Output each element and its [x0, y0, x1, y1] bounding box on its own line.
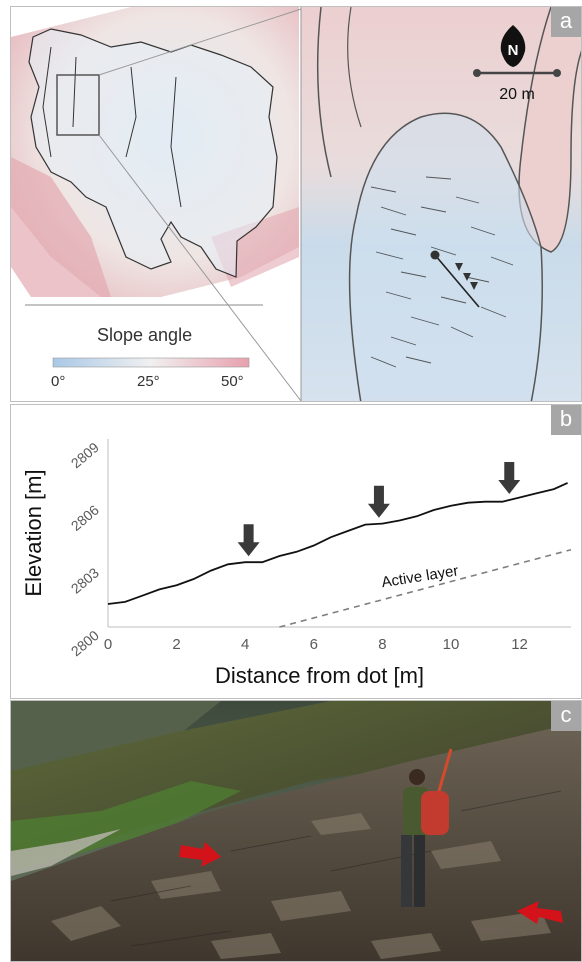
scale-label: 20 m — [499, 86, 535, 103]
slope-legend-title: Slope angle — [97, 325, 193, 345]
overview-map — [11, 7, 302, 401]
scale-bar: 20 m — [473, 69, 561, 103]
panel-c-tag: c — [551, 701, 581, 731]
panel-b-tag: b — [551, 405, 581, 435]
y-tick-label: 2803 — [68, 564, 102, 596]
panel-b: 0 2 4 6 8 10 12 2800 2803 2806 2809 Distance from d… — [10, 404, 582, 699]
slope-tick-25: 25° — [137, 373, 160, 390]
x-axis-title: Distance from dot [m] — [215, 663, 424, 688]
y-axis-title: Elevation [m] — [21, 469, 46, 596]
x-tick-label: 0 — [104, 636, 112, 653]
panel-a: N 20 m Slope angle 0° 25° 50° a — [10, 6, 582, 402]
slope-tick-0: 0° — [51, 373, 66, 390]
x-tick-label: 12 — [511, 636, 528, 653]
zoom-map: N 20 m — [300, 7, 581, 401]
y-tick-label: 2800 — [68, 627, 102, 659]
slope-tick-50: 50° — [221, 373, 244, 390]
x-tick-label: 4 — [241, 636, 249, 653]
x-tick-label: 10 — [443, 636, 460, 653]
x-tick-label: 2 — [172, 636, 180, 653]
down-arrow-icon — [498, 461, 521, 494]
field-photo — [11, 701, 581, 961]
elevation-profile-chart: 0 2 4 6 8 10 12 2800 2803 2806 2809 Distance from d… — [21, 439, 572, 688]
panel-c: c — [10, 700, 582, 962]
hiker-figure — [401, 748, 453, 907]
panel-a-tag: a — [551, 7, 581, 37]
y-tick-label: 2809 — [68, 439, 102, 471]
slope-map-figure: N 20 m — [11, 7, 581, 401]
y-tick-label: 2806 — [68, 502, 102, 534]
down-arrow-icon — [367, 485, 390, 518]
active-layer-label: Active layer — [380, 562, 459, 591]
x-tick-label: 8 — [378, 636, 386, 653]
active-layer-line — [279, 548, 572, 628]
red-arrow-icon — [179, 842, 563, 924]
north-arrow-icon: N — [500, 25, 526, 67]
x-tick-label: 6 — [310, 636, 318, 653]
north-label: N — [508, 42, 519, 59]
elevation-profile-line — [107, 482, 568, 605]
down-arrow-icon — [237, 524, 260, 557]
slope-legend-bar — [52, 357, 250, 368]
